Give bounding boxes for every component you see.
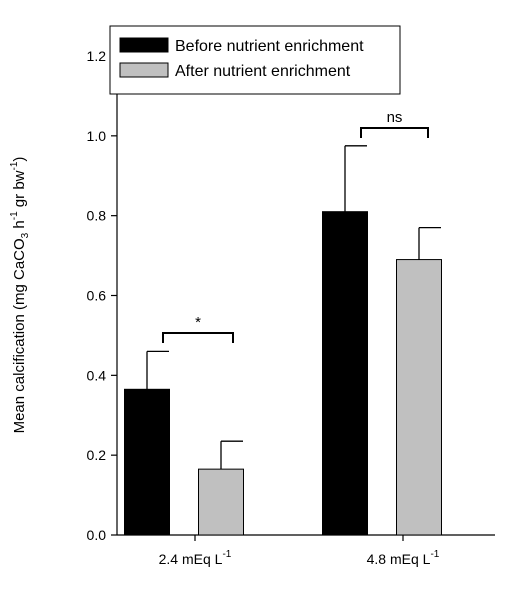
x-tick-label: 2.4 mEq L-1: [159, 549, 232, 567]
y-axis-label: Mean calcification (mg CaCO3 h-1 gr bw-1…: [9, 157, 31, 434]
legend-label-before: Before nutrient enrichment: [175, 38, 364, 55]
y-label-sup2: -1: [9, 161, 20, 170]
significance-brackets: * ns: [162, 109, 429, 343]
y-tick-label: 0.6: [87, 288, 107, 304]
significance-label: *: [195, 314, 201, 331]
y-label-mid1: h: [11, 220, 28, 233]
y-tick-label: 0.8: [87, 208, 107, 224]
legend-box: [109, 25, 401, 95]
legend-swatch-after: [119, 62, 169, 78]
significance-label: ns: [387, 109, 403, 126]
y-ticks: 0.0 0.2 0.4 0.6 0.8 1.0 1.2: [87, 48, 117, 543]
legend-swatch-before: [119, 37, 169, 53]
x-tick-label: 4.8 mEq L-1: [367, 549, 440, 567]
x-ticks: 2.4 mEq L-1 4.8 mEq L-1: [159, 535, 440, 567]
y-label-sub: 3: [20, 232, 31, 238]
y-tick-label: 1.0: [87, 128, 107, 144]
significance-bracket: [360, 127, 429, 138]
y-tick-label: 0.2: [87, 447, 107, 463]
y-label-sup1: -1: [9, 211, 20, 220]
bars: [124, 145, 442, 536]
y-tick-label: 1.2: [87, 48, 107, 64]
y-label-mid2: gr bw: [11, 170, 28, 211]
y-label-prefix: Mean calcification (mg CaCO: [11, 238, 28, 433]
legend: Before nutrient enrichment After nutrien…: [109, 25, 401, 95]
bar: [396, 259, 442, 536]
bar: [198, 468, 244, 536]
bar: [124, 388, 170, 536]
y-tick-label: 0.4: [87, 367, 107, 383]
significance-bracket: [162, 332, 234, 343]
y-label-suffix: ): [11, 157, 28, 162]
y-tick-label: 0.0: [87, 527, 107, 543]
legend-label-after: After nutrient enrichment: [175, 63, 351, 80]
bar: [322, 211, 368, 536]
